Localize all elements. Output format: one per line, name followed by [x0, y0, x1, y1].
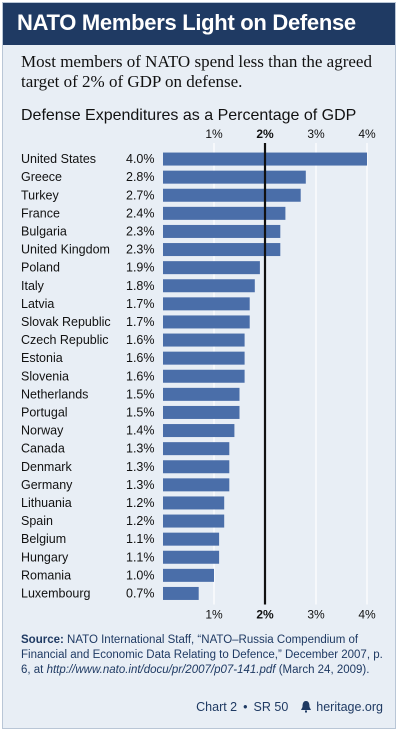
category-label: Spain	[21, 514, 53, 528]
bar	[163, 206, 286, 220]
bar	[163, 424, 235, 438]
value-label: 1.2%	[126, 514, 155, 528]
site-link[interactable]: heritage.org	[316, 700, 383, 714]
x-tick-label-bottom-4: 4%	[358, 608, 376, 622]
category-label: Turkey	[21, 188, 59, 202]
category-label: Czech Republic	[21, 333, 109, 347]
category-label: Belgium	[21, 532, 66, 546]
category-label: Canada	[21, 442, 65, 456]
value-label: 0.7%	[126, 586, 155, 600]
category-label: Estonia	[21, 351, 63, 365]
bar	[163, 279, 255, 293]
value-label: 1.3%	[126, 442, 155, 456]
bar	[163, 243, 281, 257]
category-label: Bulgaria	[21, 224, 67, 238]
bar	[163, 586, 199, 600]
x-tick-label-bottom-3: 3%	[307, 608, 325, 622]
category-label: Slovenia	[21, 369, 69, 383]
bar	[163, 568, 214, 582]
report-id: SR 50	[253, 700, 289, 714]
value-label: 1.4%	[126, 424, 155, 438]
category-label: Germany	[21, 478, 73, 492]
value-label: 2.8%	[126, 170, 155, 184]
bar	[163, 514, 225, 528]
source-text: NATO International Staff, “NATO–Russia C…	[21, 634, 383, 676]
category-label: Slovak Republic	[21, 315, 111, 329]
value-label: 1.5%	[126, 405, 155, 419]
bar	[163, 478, 230, 492]
x-tick-label-top-3: 3%	[307, 127, 325, 141]
chart-subtitle: Most members of NATO spend less than the…	[21, 52, 372, 91]
bar	[163, 170, 306, 184]
x-tick-label-top-4: 4%	[358, 127, 376, 141]
bar	[163, 261, 260, 275]
category-label: Latvia	[21, 297, 54, 311]
value-label: 1.0%	[126, 568, 155, 582]
category-label: Lithuania	[21, 496, 72, 510]
value-label: 1.7%	[126, 297, 155, 311]
bar	[163, 442, 230, 456]
value-label: 2.3%	[126, 243, 155, 257]
value-label: 1.3%	[126, 460, 155, 474]
value-label: 2.3%	[126, 224, 155, 238]
bar	[163, 369, 245, 383]
x-tick-label-top-1: 1%	[205, 127, 223, 141]
bar	[163, 315, 250, 329]
chart-id: Chart 2	[196, 700, 238, 714]
chart-card: NATO Members Light on Defense Most membe…	[2, 2, 396, 729]
bar	[163, 224, 281, 238]
category-label: Romania	[21, 568, 71, 582]
plot-title: Defense Expenditures as a Percentage of …	[21, 107, 357, 124]
value-label: 1.1%	[126, 532, 155, 546]
value-label: 2.4%	[126, 206, 155, 220]
source-note: Source: NATO International Staff, “NATO–…	[21, 633, 383, 678]
category-label: United States	[21, 152, 96, 166]
category-label: Portugal	[21, 405, 68, 419]
category-label: Denmark	[21, 460, 72, 474]
bar	[163, 188, 301, 202]
value-label: 4.0%	[126, 152, 155, 166]
value-label: 1.6%	[126, 333, 155, 347]
x-tick-label-bottom-1: 1%	[205, 608, 223, 622]
value-label: 1.6%	[126, 351, 155, 365]
category-label: Poland	[21, 261, 60, 275]
category-label: France	[21, 206, 60, 220]
bar	[163, 496, 225, 510]
value-label: 2.7%	[126, 188, 155, 202]
category-label: United Kingdom	[21, 243, 110, 257]
value-label: 1.8%	[126, 279, 155, 293]
chart-heading: NATO Members Light on Defense	[17, 10, 356, 35]
category-label: Netherlands	[21, 387, 88, 401]
x-tick-label-top-2: 2%	[256, 127, 274, 141]
value-label: 1.6%	[126, 369, 155, 383]
source-label: Source:	[21, 634, 64, 646]
source-accessed: (March 24, 2009).	[278, 664, 370, 676]
liberty-bell-icon	[300, 700, 312, 716]
category-label: Luxembourg	[21, 586, 91, 600]
bar	[163, 550, 220, 564]
title-bar: NATO Members Light on Defense	[3, 3, 395, 45]
value-label: 1.7%	[126, 315, 155, 329]
value-label: 1.2%	[126, 496, 155, 510]
bar	[163, 387, 240, 401]
bar-chart: 1% 1% 2% 2% 3% 3% 4% 4% United States 4.0% Greece 2…	[21, 127, 376, 622]
footer: Chart 2 • SR 50 heritage.org	[196, 700, 383, 716]
value-label: 1.5%	[126, 387, 155, 401]
category-label: Hungary	[21, 550, 69, 564]
value-label: 1.9%	[126, 261, 155, 275]
value-label: 1.1%	[126, 550, 155, 564]
bar	[163, 297, 250, 311]
category-label: Norway	[21, 424, 64, 438]
bar	[163, 405, 240, 419]
bar	[163, 333, 245, 347]
source-url[interactable]: http://www.nato.int/docu/pr/2007/p07-141…	[46, 664, 276, 676]
category-label: Italy	[21, 279, 45, 293]
category-label: Greece	[21, 170, 62, 184]
bar	[163, 532, 220, 546]
value-label: 1.3%	[126, 478, 155, 492]
x-tick-label-bottom-2: 2%	[256, 608, 274, 622]
bar	[163, 460, 230, 474]
bar	[163, 351, 245, 365]
